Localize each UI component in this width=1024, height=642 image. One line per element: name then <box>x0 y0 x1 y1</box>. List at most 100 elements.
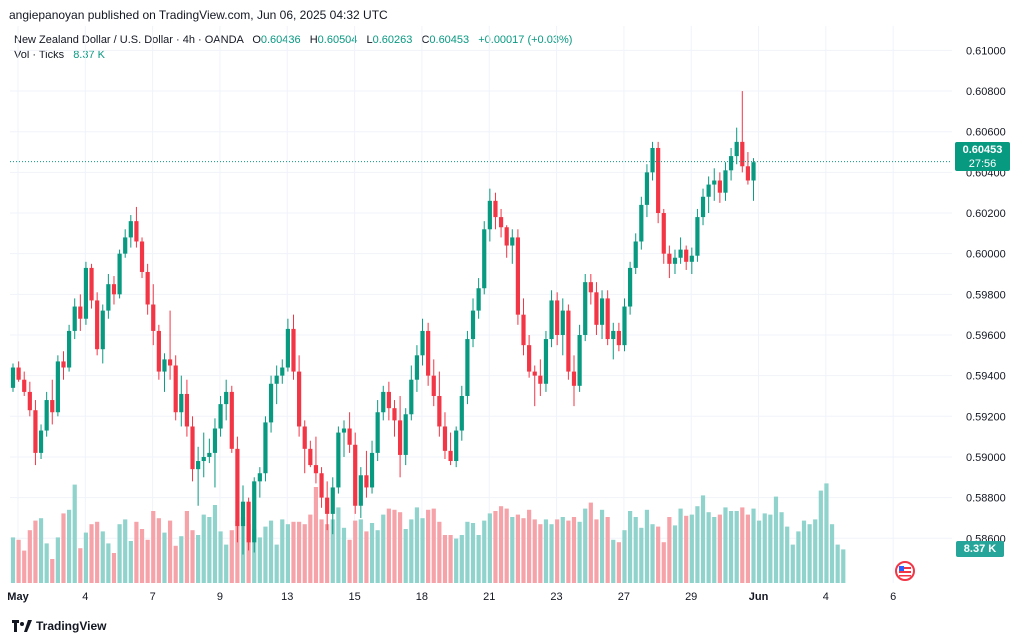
candle-body <box>622 306 627 346</box>
volume-bar <box>128 541 133 583</box>
volume-bar <box>302 524 307 583</box>
volume-bar <box>599 509 605 583</box>
volume-bar <box>510 517 515 583</box>
candle-body <box>33 410 38 453</box>
volume-bar <box>813 519 818 583</box>
volume-bar <box>493 511 498 583</box>
candle-body <box>268 383 274 423</box>
candle-body <box>549 300 554 340</box>
volume-bar <box>465 521 470 583</box>
us-flag-icon[interactable] <box>891 560 919 582</box>
x-tick-label: 7 <box>150 591 156 603</box>
candle-body <box>22 379 27 392</box>
low-value: 0.60263 <box>372 34 413 46</box>
candle-body <box>184 393 190 427</box>
volume-bar <box>588 502 593 583</box>
volume-bar <box>111 553 117 583</box>
volume-bar <box>89 524 94 583</box>
candle-body <box>285 328 290 368</box>
candle-body <box>364 475 369 488</box>
volume-bar <box>689 514 694 583</box>
volume-bar <box>117 524 122 583</box>
volume-bar <box>527 509 532 583</box>
volume-bar <box>83 532 89 583</box>
candle-body <box>695 217 700 256</box>
candle-body <box>745 166 751 181</box>
volume-bar <box>549 524 554 583</box>
volume-bar <box>734 511 739 583</box>
candle-body <box>246 501 251 543</box>
volume-bar <box>476 535 481 583</box>
candle-body <box>571 371 577 386</box>
volume-bar <box>723 507 728 583</box>
volume-bar <box>420 518 425 583</box>
candle-body <box>639 204 644 242</box>
x-tick-label: 4 <box>82 591 88 603</box>
candle-body <box>252 481 257 543</box>
x-tick-label: 4 <box>823 591 829 603</box>
candle-body <box>83 267 89 319</box>
volume-bar <box>162 532 167 583</box>
candle-body <box>257 473 262 482</box>
candle-body <box>117 253 122 295</box>
volume-value: 8.37 K <box>73 49 105 61</box>
volume-bar <box>426 509 431 583</box>
volume-bar <box>325 524 330 583</box>
volume-bar <box>336 507 341 583</box>
volume-bar <box>622 530 627 583</box>
candle-body <box>555 300 560 335</box>
candle-body <box>386 391 391 409</box>
volume-bar <box>414 507 420 583</box>
volume-bar <box>684 515 689 583</box>
candle-body <box>207 452 212 457</box>
volume-bar <box>381 514 386 583</box>
candle-body <box>644 172 650 205</box>
volume-bar <box>717 514 722 583</box>
candle-body <box>347 428 352 445</box>
candle-body <box>201 456 206 462</box>
x-tick-label: May <box>7 591 29 603</box>
volume-bar <box>728 511 734 583</box>
high-label: H <box>309 34 318 46</box>
candle-body <box>134 221 139 242</box>
volume-label[interactable]: Vol · Ticks <box>14 49 65 61</box>
volume-bar <box>790 544 795 583</box>
candle-body <box>100 310 105 350</box>
candle-body <box>628 267 633 307</box>
candle-body <box>212 428 218 453</box>
candle-body <box>482 229 487 289</box>
candle-body <box>605 298 610 340</box>
volume-bar <box>218 531 223 583</box>
candle-body <box>465 339 470 396</box>
open-value: 0.60436 <box>260 34 301 46</box>
candle-body <box>128 221 133 238</box>
low-label: L <box>366 34 373 46</box>
volume-bar <box>583 508 588 583</box>
symbol-name[interactable]: New Zealand Dollar / U.S. Dollar · 4h · … <box>14 34 244 46</box>
volume-bar <box>134 521 139 583</box>
footer-brand[interactable]: TradingView <box>12 619 106 633</box>
volume-bar <box>706 512 711 583</box>
volume-bar <box>667 517 672 583</box>
bar-countdown: 27:56 <box>968 158 997 170</box>
volume-bar <box>369 523 375 583</box>
candle-body <box>734 141 739 157</box>
candle-body <box>712 180 717 185</box>
candle-body <box>179 393 184 413</box>
volume-bar <box>639 527 644 583</box>
candle-body <box>375 412 380 453</box>
candle-body <box>521 314 526 346</box>
volume-bar <box>252 529 257 583</box>
x-tick-label: 13 <box>281 591 293 603</box>
candle-body <box>616 330 621 346</box>
candle-body <box>44 400 49 431</box>
candle-body <box>661 213 666 254</box>
candle-body <box>95 300 100 350</box>
volume-bar <box>482 520 487 583</box>
volume-bar <box>375 530 380 583</box>
candle-body <box>392 408 397 421</box>
last-price-value: 0.60453 <box>962 144 1003 156</box>
volume-bar <box>459 535 464 583</box>
candle-body <box>319 473 324 498</box>
